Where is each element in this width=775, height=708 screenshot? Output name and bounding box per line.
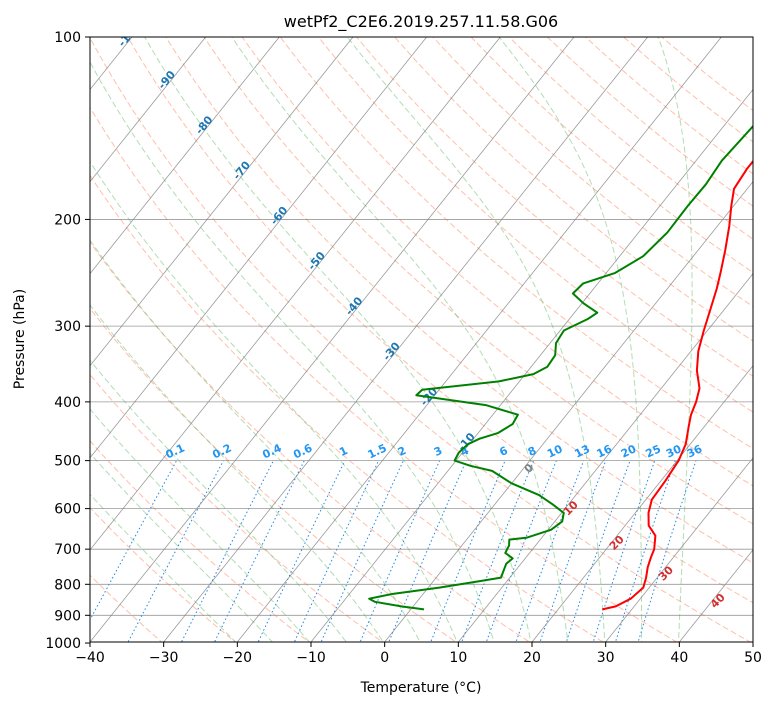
plot-area	[90, 37, 753, 642]
isotherm-line	[90, 37, 501, 551]
x-tick-label: 20	[523, 650, 541, 666]
dry-adiabat-line	[90, 574, 163, 642]
isotherm-line	[236, 37, 722, 642]
mixing-ratio-label: 30	[664, 442, 684, 460]
isotherm-line	[163, 37, 648, 642]
mixing-ratio-label: 13	[573, 442, 592, 460]
dry-adiabat-line	[90, 440, 310, 642]
mixing-ratio-label: 25	[644, 442, 663, 460]
y-tick-label: 600	[54, 502, 81, 518]
moist-adiabat-line	[90, 61, 495, 642]
x-tick-label: −10	[296, 650, 326, 666]
x-tick-label: −20	[223, 650, 253, 666]
y-tick-label: 100	[54, 30, 81, 46]
x-tick-label: 30	[597, 650, 615, 666]
mixing-ratio-line	[257, 460, 346, 642]
moist-adiabat-line	[90, 160, 458, 642]
dry-adiabat-line	[90, 507, 237, 642]
moist-adiabat-line	[231, 37, 569, 642]
y-tick-label: 300	[54, 319, 81, 335]
mixing-ratio-line	[614, 460, 676, 642]
y-tick-label: 700	[54, 542, 81, 558]
mixing-ratio-line	[359, 460, 441, 642]
moist-adiabat-line	[90, 408, 310, 642]
dry-adiabat-line	[394, 37, 753, 342]
isotherm-line	[90, 37, 427, 459]
moist-adiabat-line	[90, 359, 347, 642]
mixing-ratio-line	[180, 460, 274, 642]
dry-adiabat-line	[432, 37, 753, 308]
profile-series	[368, 124, 753, 611]
chart-title: wetPf2_C2E6.2019.257.11.58.G06	[284, 12, 558, 32]
mixing-ratio-line	[592, 460, 656, 642]
x-tick-label: 40	[670, 650, 688, 666]
dry-adiabat-line	[127, 37, 753, 604]
dry-adiabat-line	[90, 106, 678, 642]
moist-adiabat-line	[144, 37, 532, 642]
dry-adiabat-line	[356, 37, 753, 377]
moist-adiabat-line	[90, 452, 274, 642]
isotherm-line	[310, 88, 753, 642]
isotherm-line	[90, 37, 354, 367]
x-axis: −40 −30 −20 −10 0 10 20 30 40 50	[75, 642, 762, 666]
mixing-ratio-label: 20	[619, 442, 639, 460]
x-tick-label: 10	[449, 650, 467, 666]
temperature-profile-line	[602, 159, 753, 611]
dry-adiabat-line	[318, 37, 753, 413]
isotherm-line	[90, 37, 280, 275]
mixing-ratio-line	[637, 460, 697, 642]
y-tick-label: 200	[54, 212, 81, 228]
x-axis-label: Temperature (°C)	[360, 680, 482, 696]
background-lines	[90, 37, 753, 642]
dry-adiabat-line	[203, 37, 753, 525]
x-tick-label: −30	[149, 650, 179, 666]
dewpoint-profile-line	[368, 124, 753, 611]
isotherm-line	[531, 365, 753, 642]
y-tick-label: 400	[54, 395, 81, 411]
dry-adiabat-line	[90, 37, 752, 642]
y-tick-label: 800	[54, 577, 81, 593]
mixing-ratio-line	[214, 460, 305, 642]
isotherm-line	[90, 37, 206, 183]
dry-adiabat-line	[90, 307, 457, 642]
dry-adiabat-line	[90, 241, 531, 642]
moist-adiabat-line	[90, 239, 421, 642]
y-axis: 100 200 300 400 500 600 700 800 900 1000	[45, 30, 90, 652]
isotherm-line	[605, 457, 753, 642]
y-tick-label: 1000	[45, 636, 81, 652]
x-tick-label: 0	[380, 650, 389, 666]
dry-adiabat-line	[90, 174, 605, 642]
plot-frame	[89, 36, 754, 643]
x-tick-label: 50	[744, 650, 762, 666]
mixing-ratio-label: 36	[685, 442, 705, 460]
mixing-ratio-line	[565, 460, 631, 642]
isotherm-line	[384, 180, 753, 642]
dry-adiabat-line	[165, 37, 753, 564]
moist-adiabat-line	[346, 37, 606, 642]
dry-adiabat-line	[241, 37, 753, 487]
isotherm-line	[457, 273, 753, 642]
mixing-ratio-label: 10	[545, 442, 565, 460]
isotherm-line	[90, 37, 575, 642]
moist-adiabat-line	[498, 37, 643, 642]
x-tick-label: −40	[75, 650, 105, 666]
mixing-ratio-line	[515, 460, 585, 642]
isotherm-line	[678, 549, 753, 642]
y-axis-label: Pressure (hPa)	[12, 289, 28, 389]
mixing-ratio-line	[539, 460, 607, 642]
moist-adiabat-line	[657, 37, 693, 642]
y-tick-label: 900	[54, 608, 81, 624]
y-tick-label: 500	[54, 454, 81, 470]
mixing-ratio-label: 16	[595, 442, 615, 460]
